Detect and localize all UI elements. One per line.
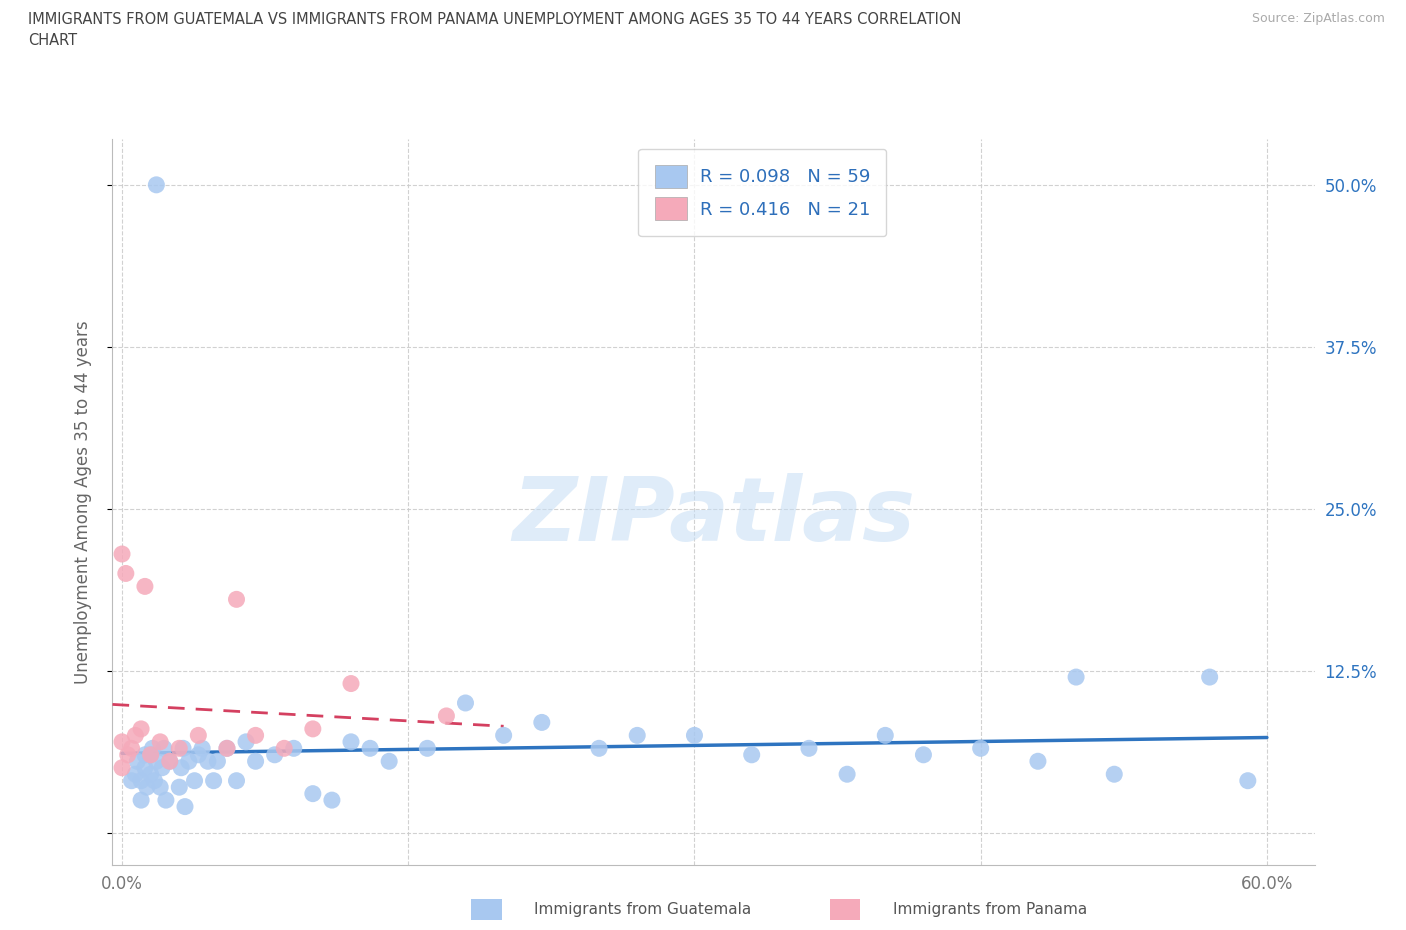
Point [416,741,439,756]
Point [134,579,156,594]
Point [111,761,134,776]
Point [150,761,173,776]
Point [273,741,295,756]
Point [159,754,181,769]
Point [111,547,134,562]
Point [235,735,257,750]
Point [283,741,305,756]
Point [378,754,401,769]
Point [139,748,162,763]
Point [1064,670,1087,684]
Point [215,741,238,756]
Point [174,799,197,814]
Point [129,722,152,737]
Point [121,773,143,788]
Point [134,761,156,776]
Text: Immigrants from Guatemala: Immigrants from Guatemala [534,902,752,917]
Point [153,741,176,756]
Point [149,779,172,794]
Point [215,741,238,756]
Point [1237,773,1260,788]
Point [1198,670,1220,684]
Point [301,722,323,737]
Point [117,748,139,763]
Point [155,792,177,807]
Point [683,728,706,743]
Point [145,178,167,193]
Point [340,676,363,691]
Point [1026,754,1049,769]
Point [492,728,515,743]
Point [139,748,162,763]
Text: Source: ZipAtlas.com: Source: ZipAtlas.com [1251,12,1385,25]
Point [626,728,648,743]
Point [340,735,363,750]
Point [970,741,993,756]
Point [129,792,152,807]
Point [835,766,858,781]
Point [197,754,219,769]
Point [139,766,162,781]
Point [187,728,209,743]
Point [454,696,477,711]
Point [321,792,343,807]
Point [263,748,285,763]
Y-axis label: Unemployment Among Ages 35 to 44 years: Unemployment Among Ages 35 to 44 years [73,321,91,684]
Point [187,748,209,763]
Point [225,591,247,606]
Point [129,773,152,788]
Point [359,741,381,756]
Point [115,566,138,581]
Point [127,754,149,769]
Text: IMMIGRANTS FROM GUATEMALA VS IMMIGRANTS FROM PANAMA UNEMPLOYMENT AMONG AGES 35 T: IMMIGRANTS FROM GUATEMALA VS IMMIGRANTS … [28,12,962,27]
Point [124,766,146,781]
Point [172,741,194,756]
Point [797,741,820,756]
Point [143,773,166,788]
Point [207,754,229,769]
Point [530,715,553,730]
Point [159,754,181,769]
Point [170,761,193,776]
Point [169,779,191,794]
Point [191,741,214,756]
Point [111,735,134,750]
Point [134,748,156,763]
Point [124,728,146,743]
Point [183,773,205,788]
Point [169,741,191,756]
Point [141,741,163,756]
Point [135,779,157,794]
Point [912,748,935,763]
Point [202,773,225,788]
Text: CHART: CHART [28,33,77,47]
Text: Immigrants from Panama: Immigrants from Panama [893,902,1087,917]
Point [121,741,143,756]
Point [245,754,267,769]
Point [149,735,172,750]
Legend: R = 0.098   N = 59, R = 0.416   N = 21: R = 0.098 N = 59, R = 0.416 N = 21 [638,149,886,236]
Point [436,709,458,724]
Text: ZIPatlas: ZIPatlas [512,473,915,560]
Point [145,754,167,769]
Point [741,748,763,763]
Point [588,741,610,756]
Point [245,728,267,743]
Point [177,754,200,769]
Point [875,728,897,743]
Point [225,773,247,788]
Point [1102,766,1125,781]
Point [301,786,323,801]
